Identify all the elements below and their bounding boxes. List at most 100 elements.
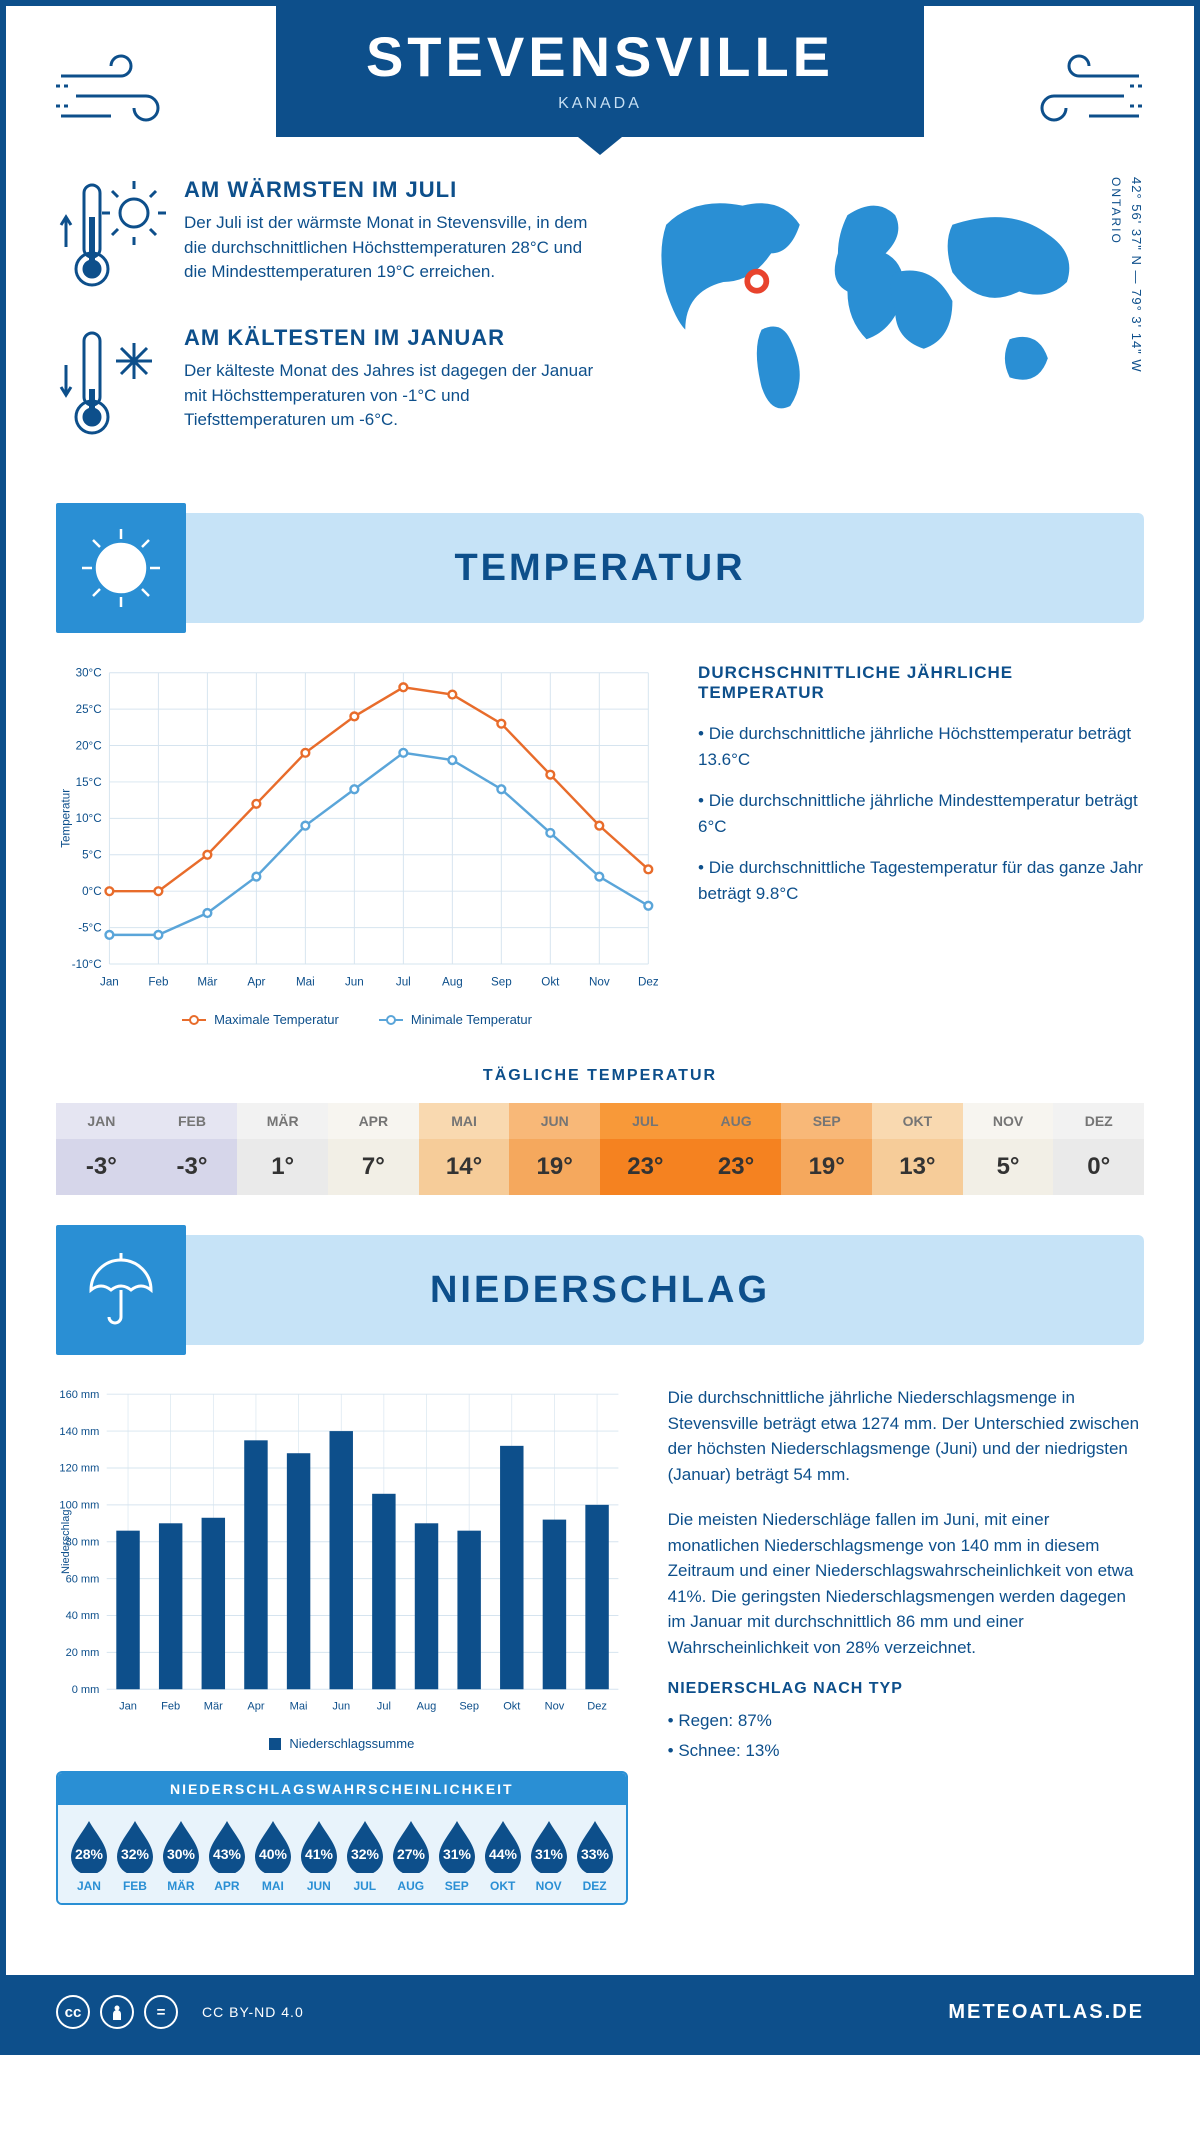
svg-text:25°C: 25°C <box>76 703 102 716</box>
svg-text:60 mm: 60 mm <box>66 1573 100 1585</box>
svg-text:Dez: Dez <box>638 975 658 988</box>
svg-text:Mai: Mai <box>290 1701 308 1713</box>
thermometer-hot-icon <box>56 177 166 297</box>
daily-cell: MAI 14° <box>419 1103 510 1195</box>
svg-text:Mai: Mai <box>296 975 315 988</box>
svg-text:20 mm: 20 mm <box>66 1647 100 1659</box>
temperature-chart: -10°C-5°C0°C5°C10°C15°C20°C25°C30°CJanFe… <box>56 663 658 993</box>
by-icon <box>100 1995 134 2029</box>
city-name: STEVENSVILLE <box>366 24 834 89</box>
svg-text:Jul: Jul <box>396 975 411 988</box>
svg-text:Sep: Sep <box>491 975 512 988</box>
svg-text:40%: 40% <box>259 1846 288 1862</box>
svg-text:15°C: 15°C <box>76 776 102 789</box>
prob-cell: 33% DEZ <box>572 1819 618 1893</box>
daily-cell: JUL 23° <box>600 1103 691 1195</box>
svg-text:44%: 44% <box>489 1846 518 1862</box>
prob-cell: 28% JAN <box>66 1819 112 1893</box>
svg-text:Okt: Okt <box>541 975 560 988</box>
thermometer-cold-icon <box>56 325 166 445</box>
svg-text:31%: 31% <box>535 1846 564 1862</box>
daily-cell: SEP 19° <box>781 1103 872 1195</box>
svg-text:Feb: Feb <box>161 1701 180 1713</box>
prob-cell: 31% SEP <box>434 1819 480 1893</box>
country-name: KANADA <box>366 95 834 113</box>
daily-cell: JUN 19° <box>509 1103 600 1195</box>
header: STEVENSVILLE KANADA <box>56 46 1144 137</box>
svg-text:Niederschlag: Niederschlag <box>60 1510 72 1574</box>
warmest-text: Der Juli ist der wärmste Monat in Steven… <box>184 211 598 285</box>
svg-text:33%: 33% <box>581 1846 610 1862</box>
svg-text:Feb: Feb <box>148 975 168 988</box>
prob-cell: 32% JUL <box>342 1819 388 1893</box>
prob-cell: 40% MAI <box>250 1819 296 1893</box>
svg-text:120 mm: 120 mm <box>59 1463 99 1475</box>
daily-cell: NOV 5° <box>963 1103 1054 1195</box>
svg-text:41%: 41% <box>305 1846 334 1862</box>
svg-text:27%: 27% <box>397 1846 426 1862</box>
svg-text:140 mm: 140 mm <box>59 1426 99 1438</box>
precip-title: NIEDERSCHLAG <box>56 1269 1144 1312</box>
svg-text:Apr: Apr <box>247 975 265 988</box>
svg-text:40 mm: 40 mm <box>66 1610 100 1622</box>
site-name: METEOATLAS.DE <box>948 2001 1144 2024</box>
coldest-text: Der kälteste Monat des Jahres ist dagege… <box>184 359 598 433</box>
svg-text:Nov: Nov <box>589 975 610 988</box>
svg-text:20°C: 20°C <box>76 739 102 752</box>
legend-low: Minimale Temperatur <box>379 1012 532 1027</box>
svg-text:Jan: Jan <box>100 975 119 988</box>
svg-text:43%: 43% <box>213 1846 242 1862</box>
temperature-title: TEMPERATUR <box>56 547 1144 590</box>
cc-icon: cc <box>56 1995 90 2029</box>
daily-cell: APR 7° <box>328 1103 419 1195</box>
world-map <box>628 177 1105 430</box>
temperature-section-header: TEMPERATUR <box>56 513 1144 623</box>
svg-text:Dez: Dez <box>587 1701 607 1713</box>
coldest-title: AM KÄLTESTEN IM JANUAR <box>184 325 598 351</box>
svg-text:31%: 31% <box>443 1846 472 1862</box>
legend-precip: Niederschlagssumme <box>269 1736 414 1751</box>
svg-text:160 mm: 160 mm <box>59 1389 99 1401</box>
prob-cell: 30% MÄR <box>158 1819 204 1893</box>
svg-text:Mär: Mär <box>197 975 217 988</box>
svg-text:Mär: Mär <box>204 1701 223 1713</box>
footer: cc = CC BY-ND 4.0 METEOATLAS.DE <box>6 1975 1194 2049</box>
svg-text:Temperatur: Temperatur <box>60 789 73 848</box>
daily-temp-strip: JAN -3° FEB -3° MÄR 1° APR 7° MAI 14° JU… <box>56 1103 1144 1195</box>
svg-text:Jun: Jun <box>345 975 364 988</box>
prob-cell: 43% APR <box>204 1819 250 1893</box>
legend-high: Maximale Temperatur <box>182 1012 339 1027</box>
svg-text:Apr: Apr <box>247 1701 265 1713</box>
svg-text:10°C: 10°C <box>76 812 102 825</box>
svg-text:Jan: Jan <box>119 1701 137 1713</box>
temperature-info: DURCHSCHNITTLICHE JÄHRLICHE TEMPERATUR •… <box>698 663 1144 1027</box>
coldest-fact: AM KÄLTESTEN IM JANUAR Der kälteste Mona… <box>56 325 598 445</box>
svg-text:0 mm: 0 mm <box>72 1684 100 1696</box>
svg-text:Aug: Aug <box>417 1701 437 1713</box>
svg-text:0°C: 0°C <box>82 885 102 898</box>
svg-text:32%: 32% <box>121 1846 150 1862</box>
svg-text:Aug: Aug <box>442 975 463 988</box>
daily-cell: DEZ 0° <box>1053 1103 1144 1195</box>
svg-text:Sep: Sep <box>459 1701 479 1713</box>
daily-cell: AUG 23° <box>691 1103 782 1195</box>
license-text: CC BY-ND 4.0 <box>202 2004 304 2020</box>
umbrella-icon <box>76 1245 166 1335</box>
daily-cell: JAN -3° <box>56 1103 147 1195</box>
svg-text:28%: 28% <box>75 1846 104 1862</box>
prob-cell: 27% AUG <box>388 1819 434 1893</box>
prob-cell: 31% NOV <box>526 1819 572 1893</box>
prob-cell: 44% OKT <box>480 1819 526 1893</box>
daily-cell: OKT 13° <box>872 1103 963 1195</box>
precipitation-chart: 0 mm20 mm40 mm60 mm80 mm100 mm120 mm140 … <box>56 1385 628 1717</box>
svg-text:-5°C: -5°C <box>78 921 101 934</box>
nd-icon: = <box>144 1995 178 2029</box>
svg-text:Jun: Jun <box>332 1701 350 1713</box>
region-label: ONTARIO <box>1109 177 1123 245</box>
prob-cell: 32% FEB <box>112 1819 158 1893</box>
warmest-title: AM WÄRMSTEN IM JULI <box>184 177 598 203</box>
warmest-fact: AM WÄRMSTEN IM JULI Der Juli ist der wär… <box>56 177 598 297</box>
svg-text:Nov: Nov <box>545 1701 565 1713</box>
coords-label: 42° 56' 37" N — 79° 3' 14" W <box>1129 177 1144 373</box>
svg-text:Okt: Okt <box>503 1701 520 1713</box>
